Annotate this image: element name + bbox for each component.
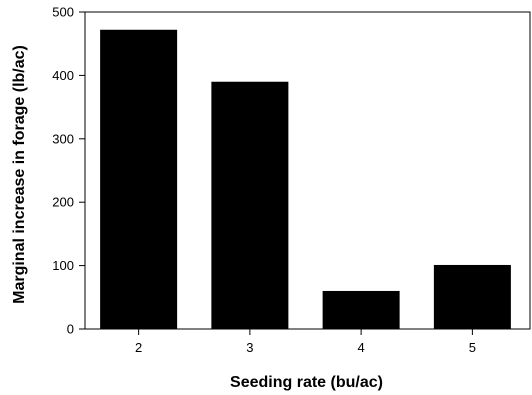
y-tick-label: 300 — [52, 131, 74, 146]
x-tick-label: 4 — [358, 340, 365, 355]
x-tick-label: 3 — [246, 340, 253, 355]
y-axis-title: Marginal increase in forage (lb/ac) — [11, 45, 28, 304]
x-tick-label: 2 — [135, 340, 142, 355]
y-tick-label: 500 — [52, 5, 74, 20]
plot-area — [84, 11, 531, 330]
y-tick-label: 400 — [52, 68, 74, 83]
bar-3 — [211, 81, 289, 330]
y-axis: 0 100 200 300 400 500 — [52, 5, 85, 337]
y-tick-label: 0 — [67, 322, 74, 337]
x-axis: 2 3 4 5 — [135, 329, 476, 355]
bar-4 — [322, 290, 400, 329]
x-tick-label: 5 — [469, 340, 476, 355]
bar-group — [100, 29, 511, 330]
plot-frame — [84, 11, 531, 330]
y-tick-label: 100 — [52, 258, 74, 273]
bar-2 — [100, 29, 178, 329]
y-tick-label: 200 — [52, 195, 74, 210]
x-axis-title: Seeding rate (bu/ac) — [230, 374, 383, 391]
bar-5 — [433, 264, 511, 329]
